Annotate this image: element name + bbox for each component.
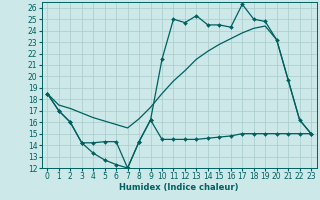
X-axis label: Humidex (Indice chaleur): Humidex (Indice chaleur) xyxy=(119,183,239,192)
